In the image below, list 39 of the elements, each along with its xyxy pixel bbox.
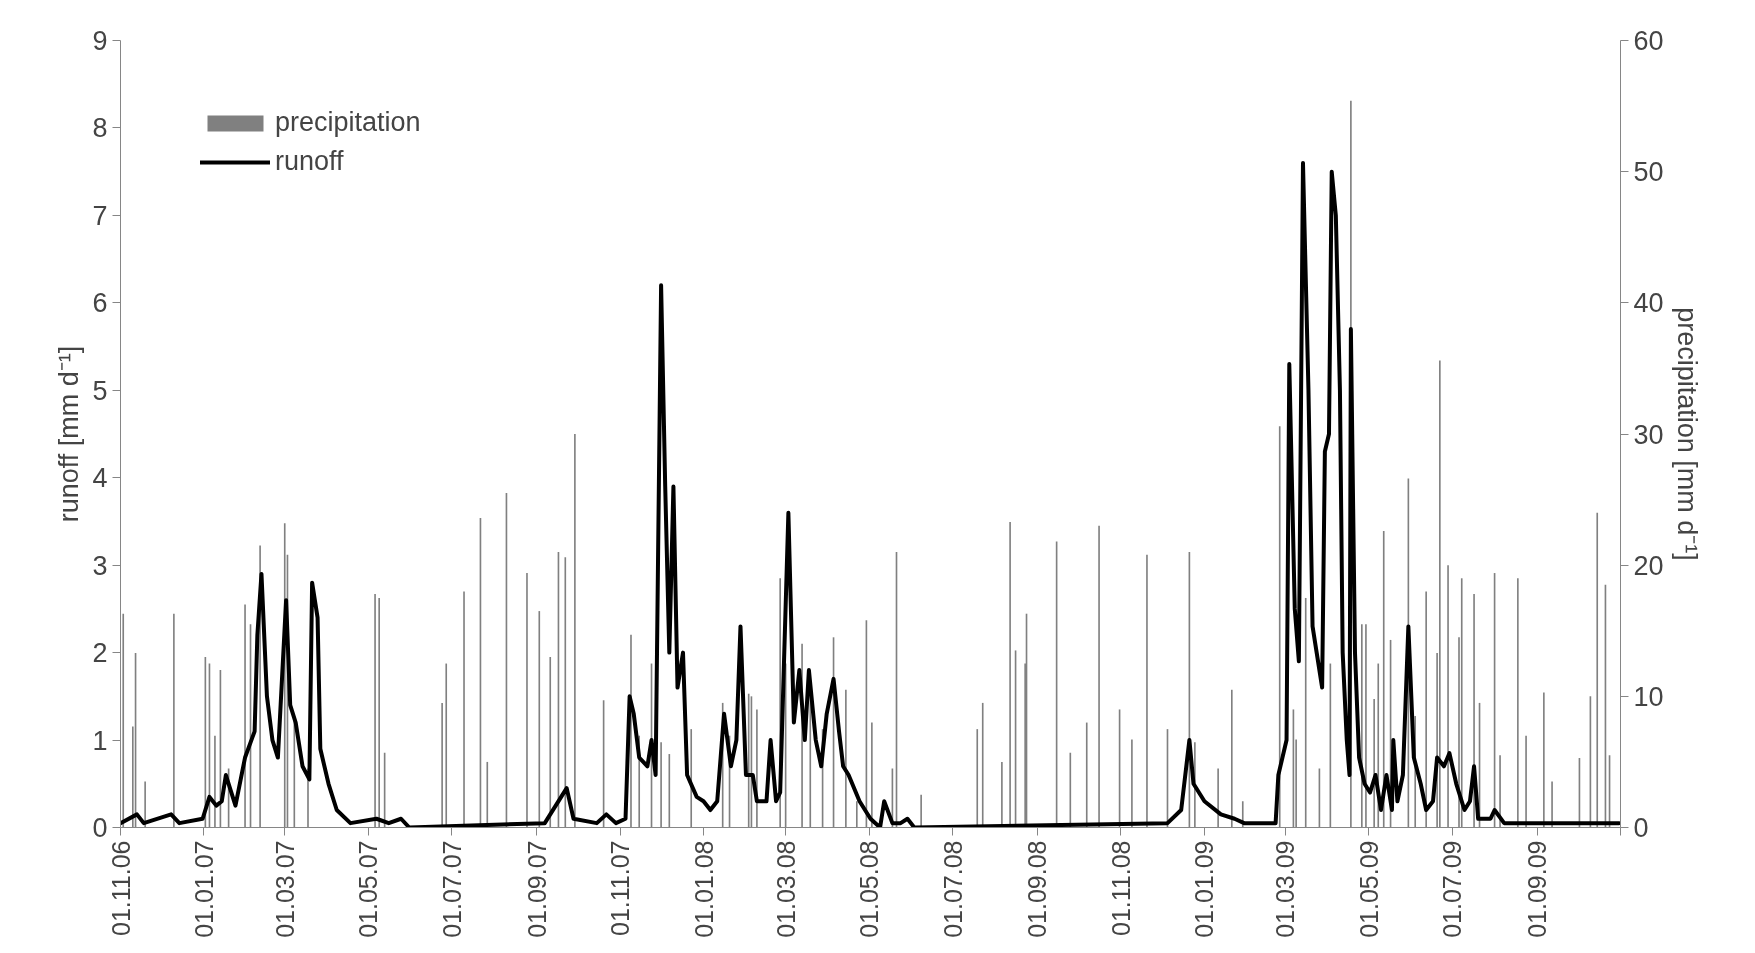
legend-label: precipitation xyxy=(275,107,421,138)
y-tick-label: 0 xyxy=(92,813,108,843)
x-tick-label: 01.05.08 xyxy=(855,840,884,938)
y2-tick-label: 50 xyxy=(1633,157,1664,188)
y-tick-label: 4 xyxy=(92,463,108,494)
x-tick-label: 01.05.09 xyxy=(1354,840,1383,938)
x-tick-label: 01.03.08 xyxy=(771,840,800,938)
y2-tick-label: 0 xyxy=(1633,813,1649,843)
x-tick-label: 01.09.09 xyxy=(1523,840,1552,938)
x-tick-label: 01.11.07 xyxy=(606,840,635,936)
x-tick-label: 01.01.08 xyxy=(689,840,718,938)
y-axis-title: runoff [mm d⁻¹] xyxy=(54,345,85,523)
x-tick-label: 01.09.08 xyxy=(1023,840,1052,938)
y2-tick-label: 40 xyxy=(1633,288,1664,319)
y-tick-label: 6 xyxy=(92,288,108,319)
y-tick-label: 5 xyxy=(92,375,108,406)
y2-tick-label: 60 xyxy=(1633,26,1664,56)
y2-tick-label: 30 xyxy=(1633,419,1664,450)
x-tick-label: 01.07.07 xyxy=(437,840,466,938)
y2-tick-label: 10 xyxy=(1633,681,1664,712)
x-tick-label: 01.03.07 xyxy=(270,840,299,938)
y-tick-label: 3 xyxy=(92,550,108,581)
y-tick-label: 1 xyxy=(92,725,108,756)
x-tick-label: 01.09.07 xyxy=(522,840,551,938)
x-tick-label: 01.07.08 xyxy=(938,840,967,938)
y-tick-label: 2 xyxy=(92,638,108,669)
x-tick-label: 01.01.09 xyxy=(1190,840,1219,938)
y2-axis-title: precipitation [mm d⁻¹] xyxy=(1671,307,1702,561)
x-tick-label: 01.03.09 xyxy=(1271,840,1300,938)
x-tick-label: 01.07.09 xyxy=(1438,840,1467,938)
y-tick-label: 7 xyxy=(92,200,108,231)
x-tick-label: 01.11.08 xyxy=(1106,840,1135,936)
legend-label: runoff xyxy=(275,146,344,177)
y-tick-label: 8 xyxy=(92,113,108,144)
y2-tick-label: 20 xyxy=(1633,550,1664,581)
y-tick-label: 9 xyxy=(92,26,108,56)
x-tick-label: 01.05.07 xyxy=(354,840,383,938)
x-tick-label: 01.01.07 xyxy=(189,840,218,938)
x-tick-label: 01.11.06 xyxy=(106,840,135,936)
